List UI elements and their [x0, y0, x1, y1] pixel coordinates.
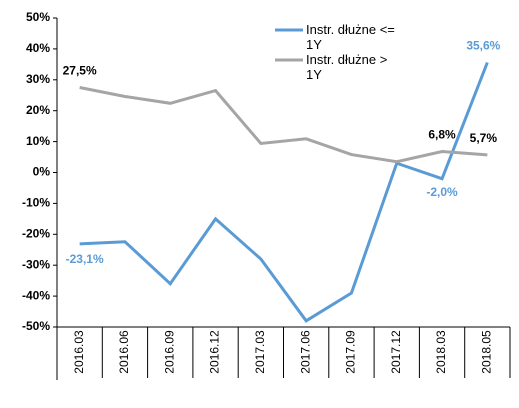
legend-label: Instr. dłużne > 1Y	[306, 52, 388, 82]
line-series	[79, 86, 488, 164]
x-tick-label: 2016.06	[117, 330, 131, 374]
data-label: 5,7%	[470, 131, 498, 145]
data-label: 35,6%	[466, 39, 500, 53]
x-tick-label: 2016.12	[208, 330, 222, 374]
y-tick-label: 10%	[26, 134, 50, 148]
x-tick-label: 2017.06	[298, 330, 312, 374]
x-tick-label: 2017.12	[389, 330, 403, 374]
y-tick-label: -20%	[22, 226, 50, 240]
data-label: 27,5%	[63, 64, 97, 78]
x-tick-label: 2016.03	[72, 330, 86, 374]
x-tick-label: 2018.03	[434, 330, 448, 374]
line-series	[79, 61, 489, 323]
y-tick-label: -40%	[22, 288, 50, 302]
data-label: -2,0%	[426, 185, 458, 199]
y-tick-label: 20%	[26, 103, 50, 117]
x-tick-label: 2017.03	[253, 330, 267, 374]
legend-label: Instr. dłużne <= 1Y	[306, 22, 395, 52]
y-tick-label: 30%	[26, 72, 50, 86]
y-tick-label: 40%	[26, 41, 50, 55]
y-tick-label: -30%	[22, 257, 50, 271]
y-tick-label: 0%	[33, 165, 51, 179]
data-label: -23,1%	[66, 252, 104, 266]
y-tick-label: 50%	[26, 10, 50, 24]
data-label: 6,8%	[428, 128, 456, 142]
x-tick-label: 2018.05	[480, 330, 494, 374]
y-tick-label: -50%	[22, 319, 50, 333]
x-tick-label: 2016.09	[162, 330, 176, 374]
x-tick-label: 2017.09	[344, 330, 358, 374]
y-tick-label: -10%	[22, 196, 50, 210]
